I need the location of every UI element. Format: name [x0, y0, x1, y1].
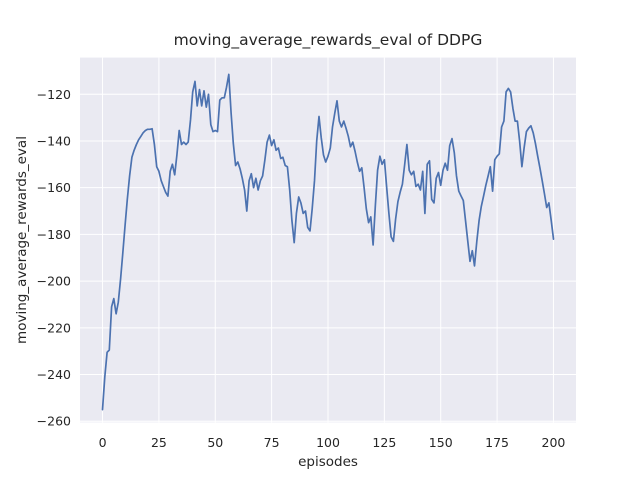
y-tick-label: −180	[37, 227, 71, 242]
x-tick-label: 0	[99, 435, 107, 450]
x-tick-label: 175	[485, 435, 509, 450]
y-tick-label: −220	[37, 320, 71, 335]
ddpg-reward-line	[101, 73, 555, 411]
x-tick-label: 100	[316, 435, 340, 450]
y-tick-label: −160	[37, 180, 71, 195]
x-tick-label: 150	[429, 435, 453, 450]
chart-title: moving_average_rewards_eval of DDPG	[174, 31, 483, 50]
y-tick-label: −120	[37, 87, 71, 102]
y-tick-label: −260	[37, 414, 71, 429]
x-tick-label: 125	[372, 435, 396, 450]
x-axis-label: episodes	[298, 454, 358, 470]
x-tick-label: 200	[542, 435, 566, 450]
tick-labels: 0 25 50 75 100 125 150 175 200 −260 −240 −220 −200 −1…	[37, 87, 566, 450]
y-axis-label: moving_average_rewards_eval	[14, 136, 30, 344]
y-tick-label: −200	[37, 274, 71, 289]
gridlines	[80, 57, 576, 423]
y-tick-label: −240	[37, 367, 71, 382]
x-tick-label: 25	[151, 435, 167, 450]
y-tick-label: −140	[37, 133, 71, 148]
series-lines	[101, 73, 555, 411]
x-tick-label: 50	[207, 435, 223, 450]
x-tick-label: 75	[264, 435, 280, 450]
